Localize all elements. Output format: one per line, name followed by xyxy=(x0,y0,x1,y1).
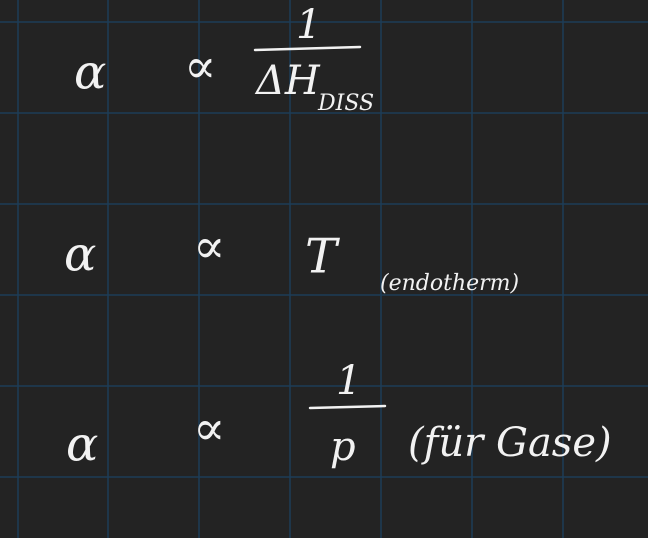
expression: T xyxy=(305,229,340,285)
denominator: p xyxy=(330,424,356,470)
denominator: ΔH xyxy=(254,58,321,104)
relation: ∝ xyxy=(184,39,216,95)
subscript: DISS xyxy=(317,91,374,116)
numerator: 1 xyxy=(336,358,361,404)
numerator: 1 xyxy=(296,2,321,48)
relation: ∝ xyxy=(193,219,225,275)
lhs: α xyxy=(66,417,98,473)
relation: ∝ xyxy=(193,401,225,457)
lhs: α xyxy=(64,227,96,283)
fraction-bar xyxy=(253,45,362,52)
note: (endotherm) xyxy=(380,271,519,296)
fraction-bar xyxy=(308,404,387,410)
note: (für Gase) xyxy=(408,420,612,466)
lhs: α xyxy=(74,45,106,101)
